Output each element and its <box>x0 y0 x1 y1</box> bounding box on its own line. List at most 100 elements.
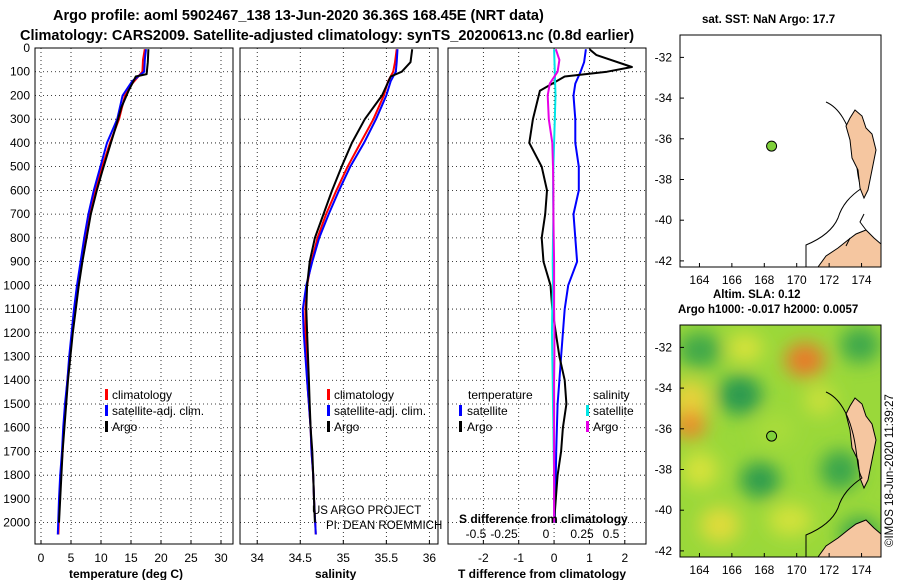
depth-tick-label: 400 <box>10 136 30 150</box>
salinity-panel-frame <box>239 47 439 545</box>
depth-tick-label: 1800 <box>3 468 30 482</box>
x-tick-label: 0 <box>38 551 45 565</box>
salinity-x-axis: 34 34.5 35 35.5 36 <box>251 540 436 565</box>
depth-tick-label: 200 <box>10 88 30 102</box>
map-x-tick-label: 166 <box>722 273 742 287</box>
sst-map-background <box>680 35 881 267</box>
legend-swatch-temp-satellite <box>459 405 462 416</box>
s-diff-tick-label: 0.5 <box>603 527 620 541</box>
legend-title-salinity: salinity <box>593 388 630 402</box>
sla-blob <box>804 384 836 416</box>
map-x-tick-label: 166 <box>722 563 742 577</box>
sla-map-land-north <box>845 397 877 490</box>
difference-xlabel-top: S difference from climatology <box>459 512 628 526</box>
s-diff-tick-label: -0.5 <box>466 527 487 541</box>
map-x-tick-label: 168 <box>754 563 774 577</box>
sla-blob <box>768 504 812 536</box>
sla-blob <box>755 414 795 446</box>
sst-map-land-north <box>845 109 877 200</box>
difference-xlabel: T difference from climatology <box>458 567 626 580</box>
argo-float-marker <box>766 140 778 152</box>
map-x-tick-label: 164 <box>689 563 709 577</box>
sla-heatmap-field <box>680 327 880 553</box>
depth-tick-label: 100 <box>10 65 30 79</box>
x-tick-label: 34.5 <box>289 551 313 565</box>
difference-series <box>528 48 633 523</box>
series-line-salinity-argo <box>546 48 561 523</box>
salinity-legend: climatology satellite-adj. clim. Argo <box>327 388 426 434</box>
legend-swatch-argo <box>327 421 330 432</box>
salinity-difference-axis: -0.5 -0.25 0 0.25 0.5 <box>466 527 620 541</box>
x-tick-label: 2 <box>621 551 628 565</box>
map-x-tick-label: 170 <box>787 273 807 287</box>
map-y-tick-label: -40 <box>655 213 673 227</box>
sla-blob <box>680 380 710 420</box>
sst-map-coast-detail <box>845 213 867 247</box>
map-y-tick-label: -42 <box>655 254 673 268</box>
map-y-tick-label: -34 <box>655 91 673 105</box>
s-diff-tick-label: 0 <box>543 527 550 541</box>
sst-map-title: sat. SST: NaN Argo: 17.7 <box>702 14 835 26</box>
x-tick-label: 5 <box>68 551 75 565</box>
argo-float-marker <box>766 430 778 442</box>
depth-tick-label: 1300 <box>3 350 30 364</box>
series-line-climatology <box>57 49 146 535</box>
x-tick-label: 34 <box>251 551 265 565</box>
s-diff-tick-label: 0.25 <box>570 527 594 541</box>
title-line-1: Argo profile: aoml 5902467_138 13-Jun-20… <box>53 8 544 24</box>
x-tick-label: 15 <box>124 551 138 565</box>
map-y-tick-label: -34 <box>655 381 673 395</box>
legend-swatch-climatology <box>327 389 330 400</box>
s-diff-tick-label: -0.25 <box>490 527 518 541</box>
legend-label-temp-satellite: satellite <box>467 404 508 418</box>
temperature-grid <box>35 47 233 544</box>
map-x-tick-label: 174 <box>852 563 872 577</box>
x-tick-label: 10 <box>94 551 108 565</box>
temperature-x-axis: 0 5 10 15 20 25 30 <box>38 540 228 565</box>
map-x-tick-label: 168 <box>754 273 774 287</box>
x-tick-label: 35 <box>337 551 351 565</box>
series-line-climatology <box>304 49 398 535</box>
map-y-tick-label: -36 <box>655 422 673 436</box>
sst-map-land-south <box>817 229 881 267</box>
depth-tick-label: 600 <box>10 183 30 197</box>
depth-tick-label: 1500 <box>3 397 30 411</box>
sla-map-marker <box>766 430 778 442</box>
difference-legend: temperature satellite Argo salinity sate… <box>459 388 634 434</box>
sst-map-axes: 164 166 168 170 172 174 -32 -34 -36 -38 -40 -42 <box>655 50 872 287</box>
depth-tick-label: 800 <box>10 231 30 245</box>
depth-tick-label: 700 <box>10 207 30 221</box>
depth-tick-label: 1700 <box>3 444 30 458</box>
sla-map <box>680 325 881 557</box>
depth-tick-label: 1200 <box>3 326 30 340</box>
sla-map-shelf-outline <box>805 391 863 557</box>
series-line-satellite-adj-clim- <box>301 49 399 535</box>
x-tick-label: 1 <box>586 551 593 565</box>
salinity-xlabel: salinity <box>315 567 357 580</box>
sla-blob <box>718 375 762 415</box>
salinity-grid <box>240 47 438 544</box>
legend-label-climatology: climatology <box>334 388 394 402</box>
sla-map-subtitle: Argo h1000: -0.017 h2000: 0.0057 <box>678 304 858 316</box>
depth-tick-label: 500 <box>10 160 30 174</box>
map-y-tick-label: -32 <box>655 50 673 64</box>
map-y-tick-label: -32 <box>655 340 673 354</box>
temperature-panel-frame <box>34 47 234 545</box>
legend-label-argo: Argo <box>112 420 138 434</box>
legend-title-temperature: temperature <box>468 388 533 402</box>
depth-tick-label: 1400 <box>3 373 30 387</box>
sla-blob <box>740 462 780 498</box>
legend-label-argo: Argo <box>334 420 360 434</box>
map-y-tick-label: -42 <box>655 544 673 558</box>
temperature-xlabel: temperature (deg C) <box>69 567 183 580</box>
depth-tick-label: 2000 <box>3 516 30 530</box>
legend-swatch-satellite <box>327 405 330 416</box>
legend-label-sal-argo: Argo <box>593 420 619 434</box>
legend-swatch-argo <box>105 421 108 432</box>
sla-blob <box>727 334 763 362</box>
legend-label-satellite: satellite-adj. clim. <box>334 404 426 418</box>
x-tick-label: 0 <box>551 551 558 565</box>
sst-map <box>680 35 881 267</box>
legend-swatch-sal-argo <box>586 421 589 432</box>
